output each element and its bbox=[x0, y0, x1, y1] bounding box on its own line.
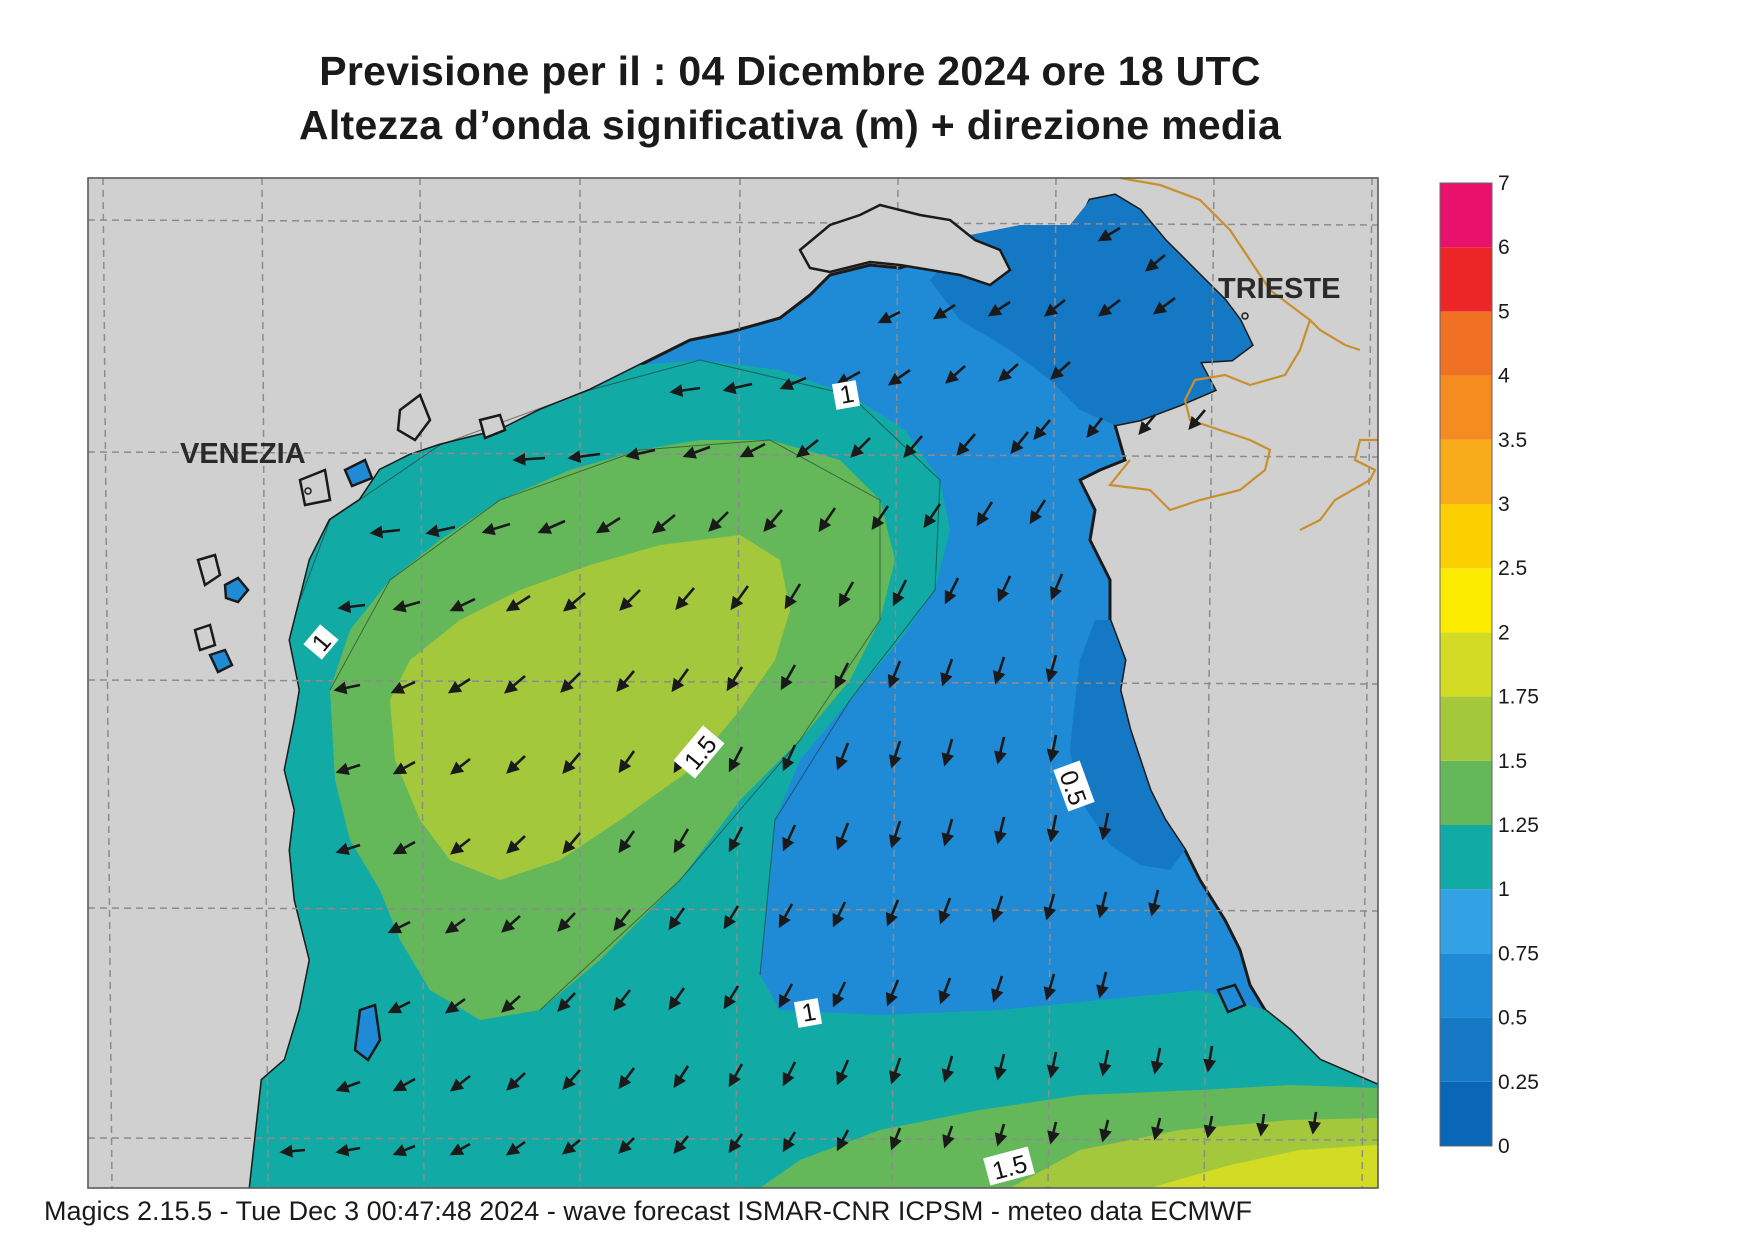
land-islands bbox=[193, 203, 1012, 652]
wave-direction-arrows bbox=[279, 226, 1321, 1158]
country-border bbox=[1107, 178, 1312, 512]
legend-swatch bbox=[1440, 889, 1492, 954]
legend-colorbar bbox=[1439, 182, 1493, 1147]
legend-swatch bbox=[1440, 760, 1492, 825]
city-marker-venezia bbox=[304, 487, 312, 495]
legend-swatch bbox=[1440, 825, 1492, 890]
legend-label: 2 bbox=[1498, 621, 1510, 644]
legend-swatch bbox=[1440, 632, 1492, 697]
city-label-trieste: TRIESTE bbox=[1218, 273, 1340, 305]
city-label-venezia: VENEZIA bbox=[180, 438, 306, 470]
legend-swatch bbox=[1440, 183, 1492, 248]
legend-label: 6 bbox=[1498, 236, 1510, 259]
map-title-line1: Previsione per il : 04 Dicembre 2024 ore… bbox=[319, 48, 1261, 94]
legend-label: 7 bbox=[1498, 172, 1510, 195]
contour-label: 1 bbox=[838, 380, 857, 410]
legend-label: 5 bbox=[1498, 300, 1510, 323]
legend-label: 1.75 bbox=[1498, 686, 1539, 709]
legend-label: 0 bbox=[1498, 1135, 1510, 1158]
legend-label: 1 bbox=[1498, 878, 1510, 901]
legend-swatch bbox=[1440, 311, 1492, 376]
legend-label: 2.5 bbox=[1498, 557, 1527, 580]
wave-height-band-1.5-1.75 bbox=[390, 535, 790, 880]
coastal-islands bbox=[208, 458, 1247, 1062]
legend-label: 0.75 bbox=[1498, 942, 1539, 965]
map-title-line2: Altezza d’onda significativa (m) + direz… bbox=[298, 102, 1282, 148]
legend-swatch bbox=[1440, 696, 1492, 761]
legend-swatch bbox=[1440, 439, 1492, 504]
legend-label: 1.25 bbox=[1498, 814, 1539, 837]
contour-label: 1 bbox=[800, 998, 819, 1028]
legend-swatch bbox=[1440, 568, 1492, 633]
map-frame bbox=[87, 177, 1379, 1189]
legend-swatch bbox=[1440, 1081, 1492, 1146]
legend-label: 3.5 bbox=[1498, 429, 1527, 452]
legend-label: 3 bbox=[1498, 493, 1510, 516]
legend-label: 0.25 bbox=[1498, 1071, 1539, 1094]
legend-swatch bbox=[1440, 504, 1492, 569]
legend-swatch bbox=[1440, 375, 1492, 440]
wave-height-band-0.5-0.75 bbox=[930, 195, 1252, 425]
legend-swatch bbox=[1440, 1017, 1492, 1082]
legend-label: 1.5 bbox=[1498, 750, 1527, 773]
legend-frame bbox=[1439, 182, 1493, 1147]
wave-height-band-1.75-2 bbox=[1150, 1145, 1378, 1188]
legend-swatch bbox=[1440, 247, 1492, 312]
legend-swatch bbox=[1440, 953, 1492, 1018]
legend-label: 4 bbox=[1498, 365, 1510, 388]
country-border-east-2 bbox=[1299, 438, 1378, 531]
legend-labels: 0 0.25 0.5 0.75 1 1.25 1.5 1.75 2 2.5 3 3.5 4 5 6 7 bbox=[1498, 172, 1539, 1158]
footer-credits: Magics 2.15.5 - Tue Dec 3 00:47:48 2024 … bbox=[44, 1196, 1252, 1226]
country-border-east bbox=[1309, 319, 1361, 352]
legend-label: 0.5 bbox=[1498, 1007, 1527, 1030]
city-marker-trieste bbox=[1241, 312, 1249, 320]
